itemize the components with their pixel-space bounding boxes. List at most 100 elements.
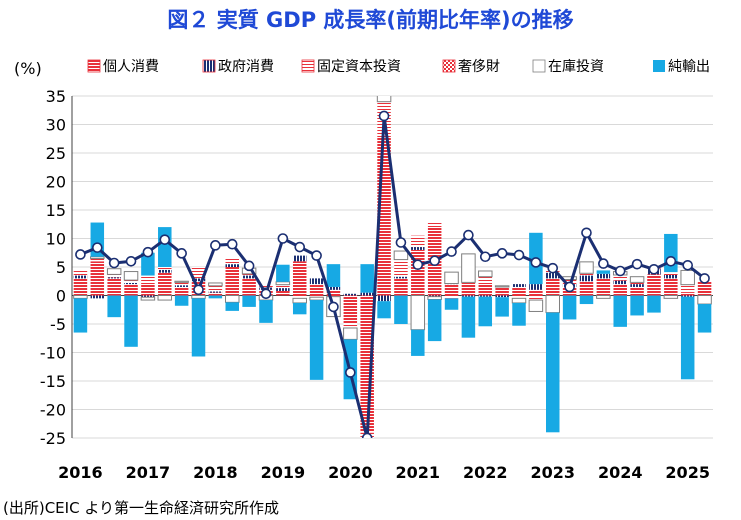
gdp-point-2020Q4 — [395, 237, 407, 248]
bar-gov-2017Q2 — [158, 269, 172, 273]
bar-gov-2024Q2 — [630, 284, 644, 287]
bar-stk-2023Q4 — [596, 295, 611, 299]
bar-gov-2016Q2 — [90, 295, 105, 299]
bar-pce-2018Q3 — [242, 278, 256, 296]
bar-inv-2022Q1 — [478, 276, 493, 285]
x-tick-label: 2018 — [193, 463, 238, 482]
bar-pce-2019Q1 — [276, 290, 290, 296]
gdp-growth-line — [79, 114, 706, 438]
bar-inv-2016Q1 — [73, 269, 88, 276]
bar-net-2018Q1 — [208, 295, 223, 299]
bar-gov-2022Q4 — [529, 284, 543, 290]
gdp-point-2019Q4 — [328, 301, 339, 313]
x-tick-label: 2020 — [328, 463, 373, 482]
y-tick-label: -5 — [50, 315, 66, 334]
gdp-point-2022Q2 — [496, 248, 508, 259]
bar-inv-2018Q4 — [259, 284, 273, 288]
bar-net-2019Q1 — [276, 264, 290, 282]
bar-inv-2024Q2 — [630, 282, 644, 285]
legend-swatch-net — [653, 60, 665, 72]
bar-net-2025Q1 — [680, 296, 695, 380]
bar-gov-2020Q2 — [360, 292, 374, 296]
y-tick-label: -20 — [40, 401, 66, 420]
bar-gov-2019Q3 — [309, 278, 324, 285]
gdp-point-2024Q1 — [614, 265, 626, 277]
legend-item-net: 純輸出 — [653, 59, 710, 75]
y-tick-label: 35 — [46, 87, 66, 106]
bar-net-2019Q3 — [309, 300, 324, 380]
x-tick-label: 2019 — [261, 463, 306, 482]
bar-stk-2025Q1 — [680, 269, 695, 286]
bar-stk-2023Q1 — [545, 295, 560, 314]
bar-gov-2019Q4 — [326, 286, 341, 290]
bar-pce-2016Q4 — [124, 284, 138, 296]
bar-net-2016Q4 — [124, 295, 138, 347]
bar-inv-2021Q3 — [444, 295, 459, 299]
bar-inv-2016Q3 — [107, 274, 121, 278]
bar-gov-2021Q1 — [411, 247, 425, 250]
bar-pce-2024Q2 — [630, 286, 644, 296]
bar-gov-2022Q3 — [512, 284, 526, 287]
bar-net-2016Q1 — [73, 298, 88, 333]
bar-net-2023Q4 — [596, 270, 611, 274]
bar-inv-2024Q4 — [664, 272, 678, 275]
y-axis: 35 30 25 20 15 10 5 0 -5 -10 -15 -20 -25 — [40, 87, 66, 448]
bar-inv-2020Q4 — [394, 259, 408, 277]
bar-pce-2021Q4 — [461, 284, 476, 296]
bar-net-2019Q4 — [326, 264, 341, 287]
bar-net-2020Q2 — [360, 264, 374, 293]
gdp-point-2023Q4 — [598, 258, 609, 269]
gdp-line-group — [75, 110, 710, 438]
bar-inv-2016Q4 — [124, 280, 138, 283]
y-tick-label: -25 — [40, 429, 66, 448]
gdp-point-2020Q3 — [378, 110, 390, 122]
bar-stk-2020Q1 — [343, 327, 358, 340]
y-tick-label: 10 — [46, 230, 66, 249]
y-tick-label: -15 — [40, 372, 66, 391]
bar-stk-2022Q4 — [528, 299, 544, 312]
bar-net-2020Q3 — [377, 301, 391, 319]
bar-stk-2021Q3 — [444, 271, 459, 285]
gdp-point-2017Q2 — [159, 234, 171, 245]
bar-pce-2022Q4 — [529, 289, 543, 296]
bar-gov-2018Q2 — [225, 264, 239, 267]
legend-swatch-inv — [301, 59, 315, 73]
legend-swatch-pce — [87, 59, 101, 73]
bar-net-2024Q2 — [630, 295, 644, 316]
bar-net-2020Q4 — [394, 295, 408, 324]
bar-gov-2022Q2 — [495, 295, 509, 298]
bar-gov-2025Q1 — [680, 295, 695, 297]
bar-inv-2019Q2 — [292, 295, 307, 299]
plot-area — [71, 95, 713, 439]
bar-inv-2020Q1 — [343, 324, 358, 328]
bar-pce-2023Q4 — [596, 278, 611, 296]
bar-gov-2019Q1 — [276, 288, 290, 291]
x-tick-label: 2017 — [126, 463, 171, 482]
bar-inv-2024Q1 — [613, 274, 627, 281]
gdp-point-2016Q3 — [108, 257, 120, 269]
bar-inv-2017Q1 — [141, 275, 155, 285]
bar-gov-2024Q1 — [613, 280, 627, 285]
gdp-point-2022Q3 — [513, 249, 525, 261]
bar-stk-2024Q4 — [663, 295, 679, 299]
bar-stk-2023Q3 — [579, 261, 594, 274]
gdp-point-2018Q2 — [226, 238, 238, 250]
bar-stk-2024Q2 — [629, 276, 645, 283]
bar-stk-2020Q3 — [376, 96, 392, 103]
bar-stk-2018Q2 — [225, 295, 240, 303]
bar-net-2016Q3 — [107, 295, 121, 318]
bar-net-2023Q3 — [579, 295, 594, 305]
bar-gov-2021Q4 — [461, 295, 476, 297]
bar-inv-2021Q2 — [427, 221, 442, 228]
gdp-point-2018Q3 — [243, 260, 255, 272]
bar-net-2021Q2 — [427, 299, 442, 342]
bar-net-2024Q3 — [647, 295, 661, 313]
bar-stk-2016Q3 — [106, 268, 122, 275]
gdp-point-2019Q1 — [277, 233, 289, 244]
legend-item-lux: 奢侈財 — [442, 59, 500, 75]
bar-stk-2025Q2 — [697, 295, 712, 305]
bar-net-2017Q4 — [191, 298, 206, 357]
gdp-point-2021Q3 — [446, 246, 457, 257]
bar-pce-2024Q3 — [647, 274, 661, 296]
bar-net-2025Q2 — [697, 304, 712, 333]
